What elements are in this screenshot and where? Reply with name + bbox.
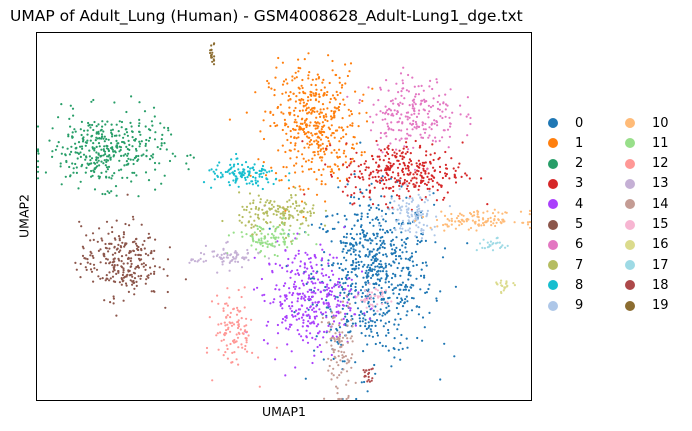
legend-marker-18 [625, 280, 635, 291]
cluster-11-points [226, 217, 318, 258]
legend-label-14: 14 [652, 196, 669, 212]
cluster-0-points [268, 141, 469, 401]
legend-item-1: 1 [548, 133, 583, 153]
legend-label-0: 0 [575, 115, 584, 131]
cluster-12-points [205, 286, 278, 388]
legend-label-19: 19 [652, 298, 669, 314]
legend-label-15: 15 [652, 217, 669, 232]
legend-marker-13 [625, 178, 635, 189]
chart-title: UMAP of Adult_Lung (Human) - GSM4008628_… [10, 7, 523, 25]
legend-marker-9 [548, 300, 558, 311]
umap-scatter-plot [36, 42, 532, 401]
cluster-13-points [188, 240, 270, 274]
cluster-17-points [475, 236, 509, 252]
legend-label-4: 4 [575, 196, 584, 212]
cluster-14-points [320, 294, 357, 401]
cluster-18-points [362, 367, 374, 383]
legend-label-6: 6 [575, 237, 584, 253]
legend-marker-0 [548, 118, 558, 128]
legend-marker-10 [625, 118, 635, 128]
legend-label-5: 5 [575, 217, 584, 232]
legend-marker-12 [625, 158, 635, 169]
legend-label-17: 17 [652, 257, 669, 273]
cluster-15-points [355, 282, 393, 313]
cluster-5-points [74, 193, 187, 317]
legend-item-14: 14 [625, 194, 669, 214]
legend-item-4: 4 [548, 194, 583, 214]
legend-marker-3 [548, 178, 558, 189]
cluster-6-points [346, 66, 472, 171]
legend-item-5: 5 [548, 215, 583, 235]
legend-item-9: 9 [548, 296, 583, 316]
legend-marker-14 [625, 199, 635, 210]
legend-marker-15 [625, 219, 635, 230]
legend: 0 1 2 3 4 5 6 7 8 9 10 11 12 13 14 15 16 17 18 19 [548, 113, 688, 323]
legend-label-3: 3 [575, 176, 584, 192]
cluster-9-points [377, 183, 451, 240]
legend-marker-6 [548, 239, 558, 250]
legend-item-12: 12 [625, 154, 669, 174]
legend-marker-4 [548, 199, 558, 210]
legend-label-11: 11 [652, 135, 669, 151]
legend-label-10: 10 [652, 115, 669, 131]
legend-label-13: 13 [652, 176, 669, 192]
legend-item-17: 17 [625, 255, 669, 275]
cluster-1-points [228, 52, 374, 219]
legend-marker-16 [625, 239, 635, 250]
legend-item-3: 3 [548, 174, 583, 194]
legend-item-0: 0 [548, 113, 583, 133]
legend-item-13: 13 [625, 174, 669, 194]
legend-marker-8 [548, 280, 558, 291]
legend-label-18: 18 [652, 277, 669, 293]
legend-label-12: 12 [652, 156, 669, 172]
legend-marker-17 [625, 260, 635, 271]
legend-label-1: 1 [575, 135, 584, 151]
cluster-10-points [414, 208, 532, 232]
legend-item-11: 11 [625, 133, 669, 153]
legend-item-15: 15 [625, 215, 669, 235]
cluster-3-points [301, 139, 489, 211]
legend-item-10: 10 [625, 113, 669, 133]
legend-item-2: 2 [548, 154, 583, 174]
cluster-19-points [209, 42, 216, 66]
legend-marker-1 [548, 138, 558, 149]
cluster-4-points [245, 204, 373, 377]
legend-item-7: 7 [548, 255, 583, 275]
legend-marker-2 [548, 158, 558, 169]
legend-item-19: 19 [625, 296, 669, 316]
legend-marker-11 [625, 138, 635, 149]
cluster-7-points [221, 186, 327, 243]
legend-label-9: 9 [575, 298, 584, 314]
legend-label-7: 7 [575, 257, 584, 273]
legend-marker-5 [548, 219, 558, 230]
cluster-2-points [36, 95, 195, 198]
cluster-8-points [202, 152, 291, 191]
legend-item-16: 16 [625, 235, 669, 255]
legend-label-8: 8 [575, 277, 584, 293]
legend-marker-7 [548, 260, 558, 271]
legend-label-2: 2 [575, 156, 584, 172]
legend-item-8: 8 [548, 275, 583, 295]
legend-label-16: 16 [652, 237, 669, 253]
legend-marker-19 [625, 300, 635, 311]
legend-item-18: 18 [625, 275, 669, 295]
y-axis-label: UMAP2 [16, 194, 32, 238]
legend-item-6: 6 [548, 235, 583, 255]
cluster-16-points [495, 279, 516, 295]
x-axis-label: UMAP1 [262, 404, 306, 419]
